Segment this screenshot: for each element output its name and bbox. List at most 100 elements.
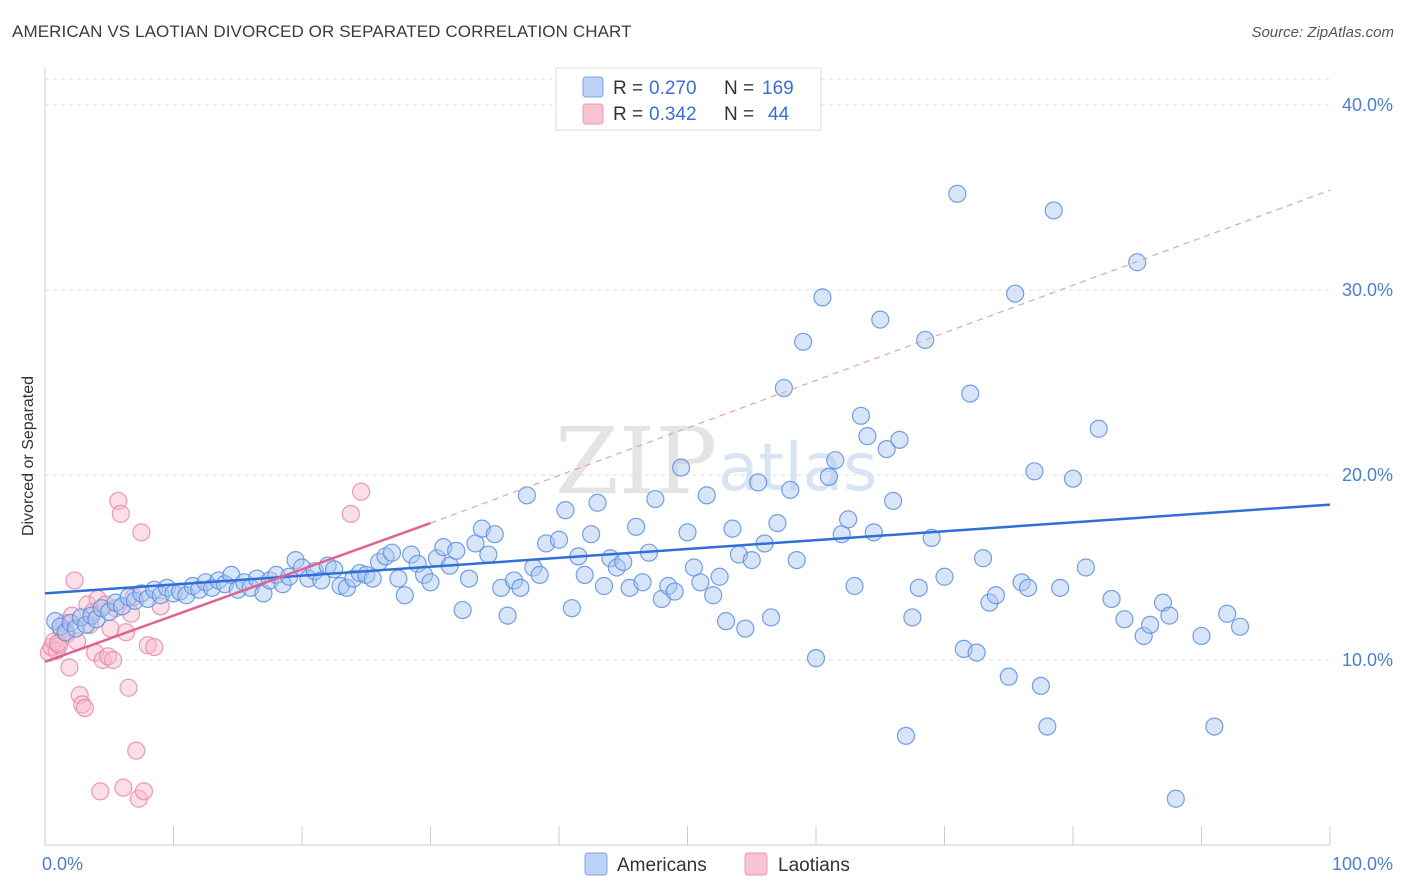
laotians-point-8 bbox=[60, 658, 79, 677]
americans-point-72 bbox=[498, 606, 517, 625]
americans-point-74 bbox=[511, 578, 530, 597]
americans-point-92 bbox=[633, 573, 652, 592]
americans-point-51 bbox=[363, 569, 382, 588]
americans-point-137 bbox=[935, 567, 954, 586]
americans-point-150 bbox=[1031, 676, 1050, 696]
legend-n-value-americans: 169 bbox=[762, 78, 794, 99]
americans-point-159 bbox=[1128, 253, 1147, 272]
americans-point-145 bbox=[999, 667, 1018, 686]
chart-title: AMERICAN VS LAOTIAN DIVORCED OR SEPARATE… bbox=[12, 22, 632, 41]
americans-point-69 bbox=[479, 545, 498, 564]
americans-point-60 bbox=[421, 573, 440, 592]
americans-point-132 bbox=[896, 726, 916, 745]
americans-point-94 bbox=[646, 489, 665, 509]
americans-point-123 bbox=[839, 510, 858, 529]
americans-point-124 bbox=[845, 576, 864, 596]
americans-point-128 bbox=[871, 310, 890, 329]
americans-point-119 bbox=[813, 288, 832, 307]
americans-point-97 bbox=[665, 582, 684, 601]
americans-point-89 bbox=[614, 552, 633, 572]
americans-point-120 bbox=[819, 467, 838, 486]
americans-point-160 bbox=[1134, 626, 1153, 646]
americans-point-115 bbox=[781, 480, 800, 499]
americans-point-140 bbox=[961, 384, 980, 403]
americans-point-155 bbox=[1076, 558, 1095, 577]
americans-point-163 bbox=[1160, 606, 1179, 625]
americans-point-65 bbox=[453, 600, 472, 620]
legend-n-value-laotians: 44 bbox=[768, 104, 790, 125]
americans-point-117 bbox=[794, 332, 813, 351]
americans-point-166 bbox=[1205, 717, 1224, 736]
americans-point-109 bbox=[742, 550, 761, 570]
laotians-trend-line bbox=[44, 521, 431, 664]
legend-swatch-americans bbox=[582, 76, 604, 98]
americans-point-127 bbox=[864, 523, 883, 542]
americans-point-77 bbox=[530, 565, 549, 585]
americans-point-112 bbox=[761, 608, 781, 627]
americans-point-79 bbox=[549, 530, 569, 549]
americans-point-113 bbox=[768, 513, 787, 533]
americans-point-110 bbox=[749, 473, 768, 492]
americans-point-85 bbox=[588, 493, 607, 512]
y-tick-label-30: 30.0% bbox=[1342, 280, 1393, 300]
americans-point-130 bbox=[883, 491, 903, 510]
americans-point-86 bbox=[594, 576, 614, 596]
x-ticks bbox=[173, 826, 1331, 845]
legend-r-value-americans: 0.270 bbox=[649, 78, 697, 99]
americans-point-135 bbox=[916, 330, 935, 350]
americans-point-149 bbox=[1025, 462, 1044, 481]
y-tick-label-10: 10.0% bbox=[1342, 650, 1393, 670]
americans-point-158 bbox=[1115, 610, 1134, 629]
americans-point-116 bbox=[787, 550, 806, 570]
y-axis-title: Divorced or Separated bbox=[20, 376, 37, 536]
americans-point-98 bbox=[671, 458, 691, 477]
americans-point-131 bbox=[890, 430, 909, 449]
americans-point-54 bbox=[382, 543, 402, 562]
americans-point-153 bbox=[1051, 578, 1070, 597]
americans-point-134 bbox=[909, 578, 928, 597]
x-tick-label-max: 100.0% bbox=[1332, 854, 1393, 874]
bottom-legend-swatch-laotians bbox=[744, 852, 768, 876]
laotians-point-25 bbox=[104, 650, 123, 670]
laotians-trend-extrapolation bbox=[430, 189, 1331, 524]
legend-n-label-americans: N = bbox=[724, 78, 754, 99]
americans-point-73 bbox=[504, 571, 524, 590]
americans-point-118 bbox=[806, 649, 826, 668]
americans-point-64 bbox=[447, 541, 466, 560]
americans-point-39 bbox=[286, 550, 305, 570]
americans-point-66 bbox=[459, 569, 479, 588]
americans-point-1 bbox=[51, 617, 70, 636]
laotians-point-39 bbox=[145, 637, 164, 657]
americans-point-4 bbox=[66, 619, 85, 638]
americans-point-146 bbox=[1006, 284, 1025, 303]
trend-lines bbox=[44, 189, 1331, 664]
legend-r-label-laotians: R = bbox=[613, 104, 643, 125]
laotians-point-36 bbox=[132, 523, 151, 542]
americans-point-56 bbox=[395, 586, 414, 605]
americans-point-164 bbox=[1166, 789, 1185, 808]
laotians-point-20 bbox=[91, 782, 110, 801]
americans-point-55 bbox=[389, 569, 408, 588]
americans-point-102 bbox=[697, 486, 716, 505]
x-tick-label-min: 0.0% bbox=[42, 854, 83, 874]
americans-point-80 bbox=[556, 501, 575, 520]
laotians-point-42 bbox=[352, 482, 371, 501]
americans-point-81 bbox=[562, 599, 581, 618]
legend-r-label-americans: R = bbox=[613, 78, 643, 99]
legend-r-value-laotians: 0.342 bbox=[649, 104, 697, 125]
americans-point-125 bbox=[851, 406, 871, 425]
legend-n-label-laotians: N = bbox=[724, 104, 754, 125]
source-label: Source: ZipAtlas.com bbox=[1251, 24, 1394, 41]
americans-point-2 bbox=[56, 623, 75, 642]
americans-point-126 bbox=[858, 427, 877, 446]
americans-point-101 bbox=[691, 573, 710, 592]
americans-point-148 bbox=[1018, 578, 1038, 597]
americans-point-138 bbox=[948, 184, 967, 203]
americans-point-161 bbox=[1140, 615, 1160, 634]
americans-points bbox=[46, 184, 1250, 808]
bottom-legend-laotians: Laotians bbox=[778, 855, 850, 876]
y-tick-labels: 10.0% 20.0% 30.0% 40.0% bbox=[1342, 95, 1393, 670]
americans-point-154 bbox=[1063, 469, 1083, 488]
americans-point-99 bbox=[678, 523, 697, 542]
